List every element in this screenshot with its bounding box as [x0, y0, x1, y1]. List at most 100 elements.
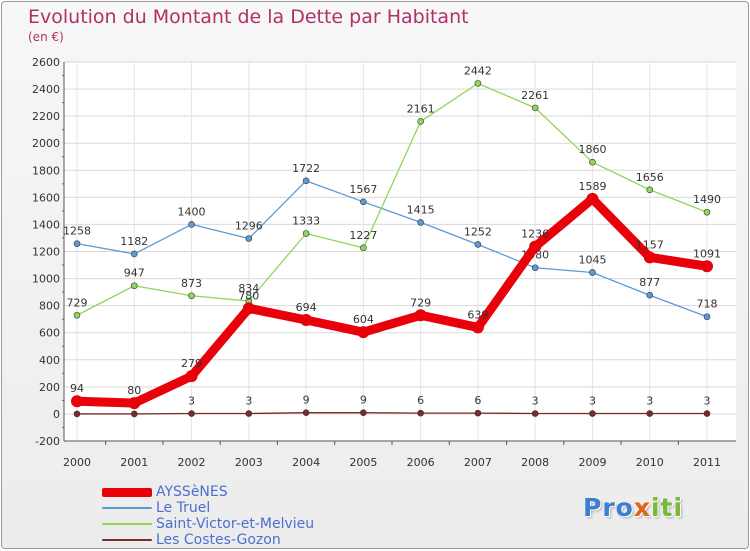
y-tick-label: 400 [39, 354, 60, 367]
data-label-ayss-nes: 729 [410, 296, 431, 309]
data-label-ayss-nes: 639 [467, 308, 488, 321]
x-tick-label: 2002 [178, 456, 206, 469]
data-point-les-costes-gozon [245, 410, 253, 417]
legend-label: Le Truel [156, 500, 211, 516]
data-point-ayss-nes [471, 321, 484, 334]
x-tick-label: 2011 [693, 456, 721, 469]
data-label-les-costes-gozon: 3 [646, 395, 653, 408]
data-label-saint-victor-et-melvieu: 2442 [464, 64, 492, 77]
data-point-saint-victor-et-melvieu [531, 104, 539, 112]
data-point-les-costes-gozon [302, 409, 310, 417]
logo-part-3: iti [650, 493, 684, 522]
data-label-ayss-nes: 279 [181, 357, 202, 370]
data-point-ayss-nes [71, 395, 83, 408]
data-label-saint-victor-et-melvieu: 2161 [407, 102, 435, 115]
x-tick-label: 2005 [349, 456, 377, 469]
data-label-le-truel: 1415 [407, 203, 435, 216]
data-point-ayss-nes [185, 370, 198, 383]
data-point-le-truel [130, 250, 138, 258]
x-tick-label: 2001 [120, 456, 148, 469]
data-label-le-truel: 1252 [464, 225, 492, 238]
data-point-le-truel [302, 177, 310, 185]
data-point-les-costes-gozon [73, 410, 81, 418]
x-tick-label: 2010 [636, 456, 664, 469]
data-label-saint-victor-et-melvieu: 1333 [292, 214, 320, 227]
data-point-saint-victor-et-melvieu [188, 292, 195, 300]
chart-title: Evolution du Montant de la Dette par Hab… [28, 6, 469, 28]
data-point-le-truel [646, 291, 654, 299]
data-label-ayss-nes: 1589 [578, 180, 606, 193]
y-tick-label: 1400 [32, 218, 60, 231]
data-label-le-truel: 1296 [235, 220, 263, 233]
data-label-le-truel: 1182 [120, 235, 148, 248]
data-label-ayss-nes: 694 [296, 301, 317, 314]
data-label-le-truel: 1567 [349, 183, 377, 196]
data-label-ayss-nes: 1236 [521, 228, 549, 241]
data-point-ayss-nes [529, 240, 542, 253]
data-point-le-truel [188, 221, 195, 228]
legend-label: Les Costes-Gozon [156, 532, 281, 548]
data-point-le-truel [531, 264, 539, 272]
y-tick-label: 1000 [32, 273, 60, 286]
data-label-le-truel: 1045 [578, 253, 606, 266]
data-point-le-truel [245, 235, 253, 242]
data-label-saint-victor-et-melvieu: 729 [67, 296, 88, 309]
series-line-ayss-nes [72, 194, 712, 408]
data-point-le-truel [589, 269, 596, 276]
data-label-saint-victor-et-melvieu: 1656 [636, 171, 664, 184]
data-label-ayss-nes: 604 [353, 313, 374, 326]
y-tick-label: 200 [39, 381, 60, 394]
data-point-les-costes-gozon [417, 409, 424, 417]
data-label-les-costes-gozon: 9 [360, 394, 367, 407]
data-point-les-costes-gozon [188, 410, 195, 417]
data-label-saint-victor-et-melvieu: 834 [238, 282, 259, 295]
data-label-ayss-nes: 1091 [693, 247, 721, 260]
data-point-les-costes-gozon [589, 410, 596, 417]
data-point-le-truel [73, 240, 81, 247]
data-label-saint-victor-et-melvieu: 1490 [693, 193, 721, 206]
data-point-saint-victor-et-melvieu [360, 244, 367, 252]
data-label-les-costes-gozon: 3 [188, 395, 195, 408]
data-point-ayss-nes [414, 309, 427, 322]
data-label-saint-victor-et-melvieu: 1227 [349, 229, 377, 242]
data-point-le-truel [703, 313, 711, 321]
x-tick-label: 2006 [407, 456, 435, 469]
data-point-les-costes-gozon [703, 410, 711, 417]
data-point-saint-victor-et-melvieu [703, 208, 711, 216]
data-label-les-costes-gozon: 6 [474, 394, 481, 407]
data-label-le-truel: 718 [697, 298, 718, 311]
data-point-le-truel [417, 219, 424, 226]
y-tick-label: 600 [39, 327, 60, 340]
data-label-les-costes-gozon: 3 [589, 395, 596, 408]
x-tick-label: 2007 [464, 456, 492, 469]
legend-swatch [102, 523, 152, 525]
data-label-ayss-nes: 80 [127, 384, 141, 397]
data-label-les-costes-gozon: 6 [417, 394, 424, 407]
data-point-le-truel [360, 198, 367, 206]
data-point-le-truel [474, 241, 482, 248]
legend-swatch [102, 507, 152, 509]
y-tick-label: 1200 [32, 246, 60, 259]
data-label-le-truel: 1258 [63, 225, 91, 238]
x-tick-label: 2004 [292, 456, 320, 469]
data-label-ayss-nes: 1157 [636, 238, 664, 251]
data-label-saint-victor-et-melvieu: 947 [124, 267, 145, 280]
x-tick-label: 2003 [235, 456, 263, 469]
x-tick-label: 2009 [578, 456, 606, 469]
data-point-saint-victor-et-melvieu [474, 80, 482, 87]
y-tick-label: 2400 [32, 83, 60, 96]
y-tick-label: 2600 [32, 56, 60, 69]
x-tick-label: 2008 [521, 456, 549, 469]
data-point-ayss-nes [643, 251, 656, 264]
data-point-les-costes-gozon [360, 409, 367, 417]
data-point-les-costes-gozon [531, 410, 539, 417]
data-point-saint-victor-et-melvieu [589, 158, 596, 166]
data-label-les-costes-gozon: 3 [704, 395, 711, 408]
data-label-le-truel: 1400 [178, 205, 206, 218]
data-point-saint-victor-et-melvieu [73, 311, 81, 319]
y-tick-label: 1600 [32, 191, 60, 204]
data-label-le-truel: 877 [639, 276, 660, 289]
series-line-le-truel [76, 180, 708, 318]
data-label-saint-victor-et-melvieu: 1860 [578, 143, 606, 156]
